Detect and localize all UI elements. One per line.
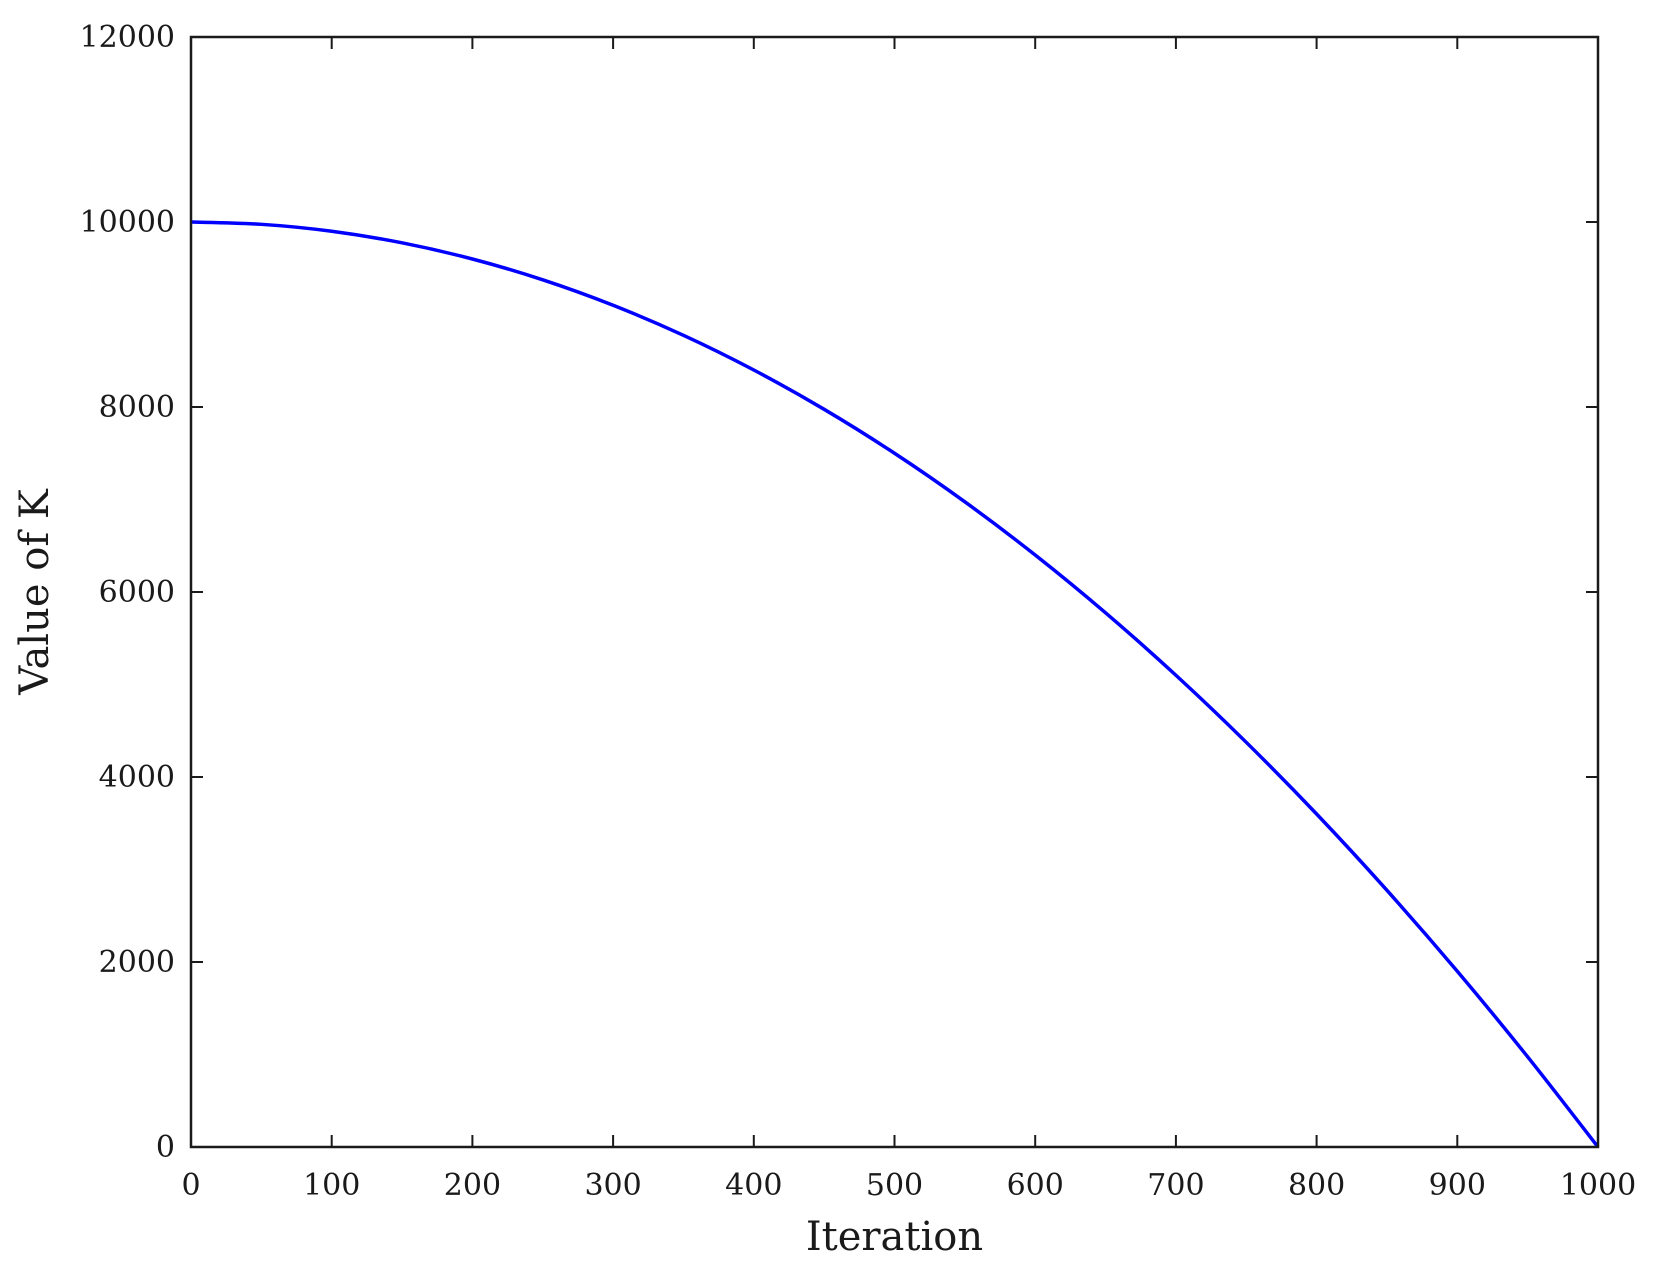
- ticks-layer: [190, 36, 1599, 1148]
- y-tick-label: 0: [156, 1130, 175, 1165]
- series-layer: [190, 220, 1600, 1149]
- y-tick-label: 6000: [99, 575, 175, 610]
- y-tick-label: 8000: [99, 390, 175, 425]
- x-tick-label: 900: [1429, 1168, 1486, 1203]
- x-tick-label: 0: [181, 1168, 200, 1203]
- y-tick-label: 10000: [80, 205, 175, 240]
- x-tick-label: 500: [866, 1168, 923, 1203]
- x-tick-label: 100: [303, 1168, 360, 1203]
- x-tick-label: 600: [1007, 1168, 1064, 1203]
- y-tick-label: 2000: [99, 945, 175, 980]
- plot-frame: [189, 35, 1600, 1149]
- x-tick-label: 300: [584, 1168, 641, 1203]
- tick-labels-layer: 0 100 200 300 400 500 600 700 800 900 100002000400…: [80, 20, 1637, 1203]
- x-tick-label: 200: [444, 1168, 501, 1203]
- x-tick-label: 800: [1288, 1168, 1345, 1203]
- x-tick-label: 700: [1147, 1168, 1204, 1203]
- series-line: [190, 220, 1600, 1149]
- y-tick-label: 4000: [99, 760, 175, 795]
- x-axis-label: Iteration: [806, 1214, 983, 1260]
- y-tick-label: 12000: [80, 20, 175, 55]
- x-tick-label: 1000: [1560, 1168, 1636, 1203]
- y-axis-label: Value of K: [12, 488, 58, 696]
- x-tick-label: 400: [725, 1168, 782, 1203]
